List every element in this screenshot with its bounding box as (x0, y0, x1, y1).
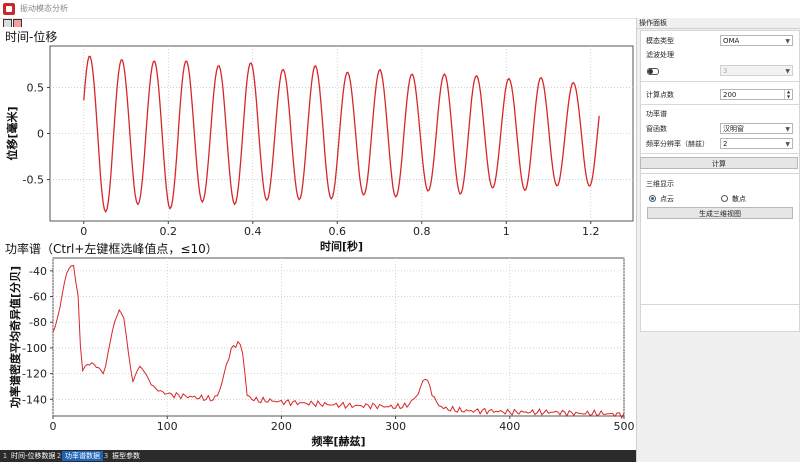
x-tick-label: 0 (80, 225, 87, 238)
filter-value: 3 (723, 67, 728, 75)
title-bar: 振动模态分析 (0, 0, 800, 19)
y-axis-label: 功率谱密度平均奇异值[分贝] (8, 266, 22, 408)
chevron-down-icon: ▼ (785, 141, 790, 148)
operation-panel: 操作面板 模态类型 OMA ▼ 滤波处理 3 ▼ 计算点数 200 ▲ ▼ 功率谱… (636, 18, 800, 462)
y-axis-label: 位移[毫米] (5, 106, 19, 160)
resolution-select[interactable]: 2 ▼ (720, 138, 793, 149)
divider (641, 153, 799, 154)
x-tick-label: 0 (50, 420, 57, 433)
tab-number: 1 (2, 452, 8, 460)
y-tick-label: -60 (29, 291, 47, 304)
y-tick-label: -80 (29, 316, 47, 329)
tab-time-data[interactable]: 1 时间-位移数据 (2, 451, 59, 461)
app-logo-icon (3, 3, 15, 15)
window-func-select[interactable]: 汉明窗 ▼ (720, 123, 793, 134)
mode-type-label: 模态类型 (646, 37, 674, 45)
x-tick-label: 0.2 (160, 225, 178, 238)
chevron-down-icon: ▼ (785, 38, 790, 45)
y-tick-label: -140 (22, 393, 47, 406)
time-displacement-chart[interactable]: 0 0.2 0.4 0.6 0.8 1 1.2 0.5 0 -0.5 时间[秒] 位移[毫米] (0, 43, 636, 258)
displacement-series-line (83, 55, 600, 214)
spin-arrows-icon[interactable]: ▲ ▼ (784, 89, 792, 99)
points-spinbox[interactable]: 200 ▲ ▼ (720, 89, 793, 100)
tab-number: 2 (56, 452, 62, 460)
tab-label: 时间-位移数据 (11, 452, 56, 460)
x-tick-label: 300 (385, 420, 406, 433)
panel-title: 操作面板 (637, 18, 800, 29)
radio-point-cloud[interactable] (649, 195, 656, 202)
tab-mode-params[interactable]: 3 振型参数 (103, 451, 143, 461)
chevron-down-icon: ▼ (785, 68, 790, 75)
points-value: 200 (723, 91, 737, 99)
x-tick-label: 100 (157, 420, 178, 433)
plot-frame (52, 257, 625, 417)
x-tick-label: 500 (614, 420, 635, 433)
y-tick-label: -40 (29, 265, 47, 278)
x-tick-label: 0.8 (413, 225, 431, 238)
y-tick-label: -0.5 (23, 174, 44, 187)
mode-type-select[interactable]: OMA ▼ (720, 35, 793, 46)
tab-number: 3 (103, 452, 109, 460)
filter-toggle[interactable] (647, 68, 659, 75)
filter-label: 滤波处理 (646, 51, 674, 59)
radio-scatter-label: 散点 (732, 195, 746, 203)
x-tick-label: 0.4 (244, 225, 262, 238)
view3d-panel: 三维显示 点云 散点 生成三维视图 (640, 173, 800, 305)
radio-point-cloud-label: 点云 (660, 195, 674, 203)
tab-label: 振型参数 (112, 452, 140, 460)
chevron-down-icon: ▼ (785, 126, 790, 133)
power-spectrum-chart[interactable]: 0 100 200 300 400 500 -40 -60 -80 -100 -120 -140 频率[… (0, 255, 636, 452)
time-plot-title: 时间-位移 (5, 30, 58, 44)
mode-type-value: OMA (723, 37, 740, 45)
divider (641, 81, 799, 82)
tab-psd-data[interactable]: 2 功率谱数据 (56, 451, 103, 461)
status-bar: 1 时间-位移数据 2 功率谱数据 3 振型参数 (0, 450, 636, 462)
chart-area: 时间-位移 0 0.2 0.4 0.6 0.8 1 1.2 0.5 0 -0.5 时间[秒] 位移[毫… (0, 27, 636, 450)
x-tick-label: 1 (503, 225, 510, 238)
x-axis-label: 时间[秒] (320, 239, 363, 253)
y-tick-label: 0 (37, 128, 44, 141)
psd-plot-title: 功率谱（Ctrl+左键框选峰值点，≤10） (5, 242, 218, 256)
filter-select[interactable]: 3 ▼ (720, 65, 793, 76)
window-title: 振动模态分析 (20, 4, 68, 13)
x-axis-label: 频率[赫兹] (311, 434, 365, 448)
x-tick-label: 1.2 (582, 225, 600, 238)
y-tick-label: -120 (22, 368, 47, 381)
y-tick-label: -100 (22, 342, 47, 355)
window-func-value: 汉明窗 (723, 125, 744, 133)
divider (641, 104, 799, 105)
view3d-section-label: 三维显示 (646, 180, 674, 188)
x-tick-label: 0.6 (329, 225, 347, 238)
x-tick-label: 200 (271, 420, 292, 433)
generate-3d-view-button[interactable]: 生成三维视图 (647, 207, 793, 219)
points-label: 计算点数 (646, 91, 674, 99)
tab-label: 功率谱数据 (62, 451, 103, 461)
y-tick-label: 0.5 (27, 81, 45, 94)
psd-section-label: 功率谱 (646, 110, 667, 118)
resolution-label: 频率分辨率（赫兹） (646, 140, 709, 148)
compute-button[interactable]: 计算 (640, 157, 798, 169)
radio-scatter[interactable] (721, 195, 728, 202)
window-func-label: 窗函数 (646, 125, 667, 133)
resolution-value: 2 (723, 140, 728, 148)
psd-series-line (52, 265, 625, 420)
x-tick-label: 400 (499, 420, 520, 433)
